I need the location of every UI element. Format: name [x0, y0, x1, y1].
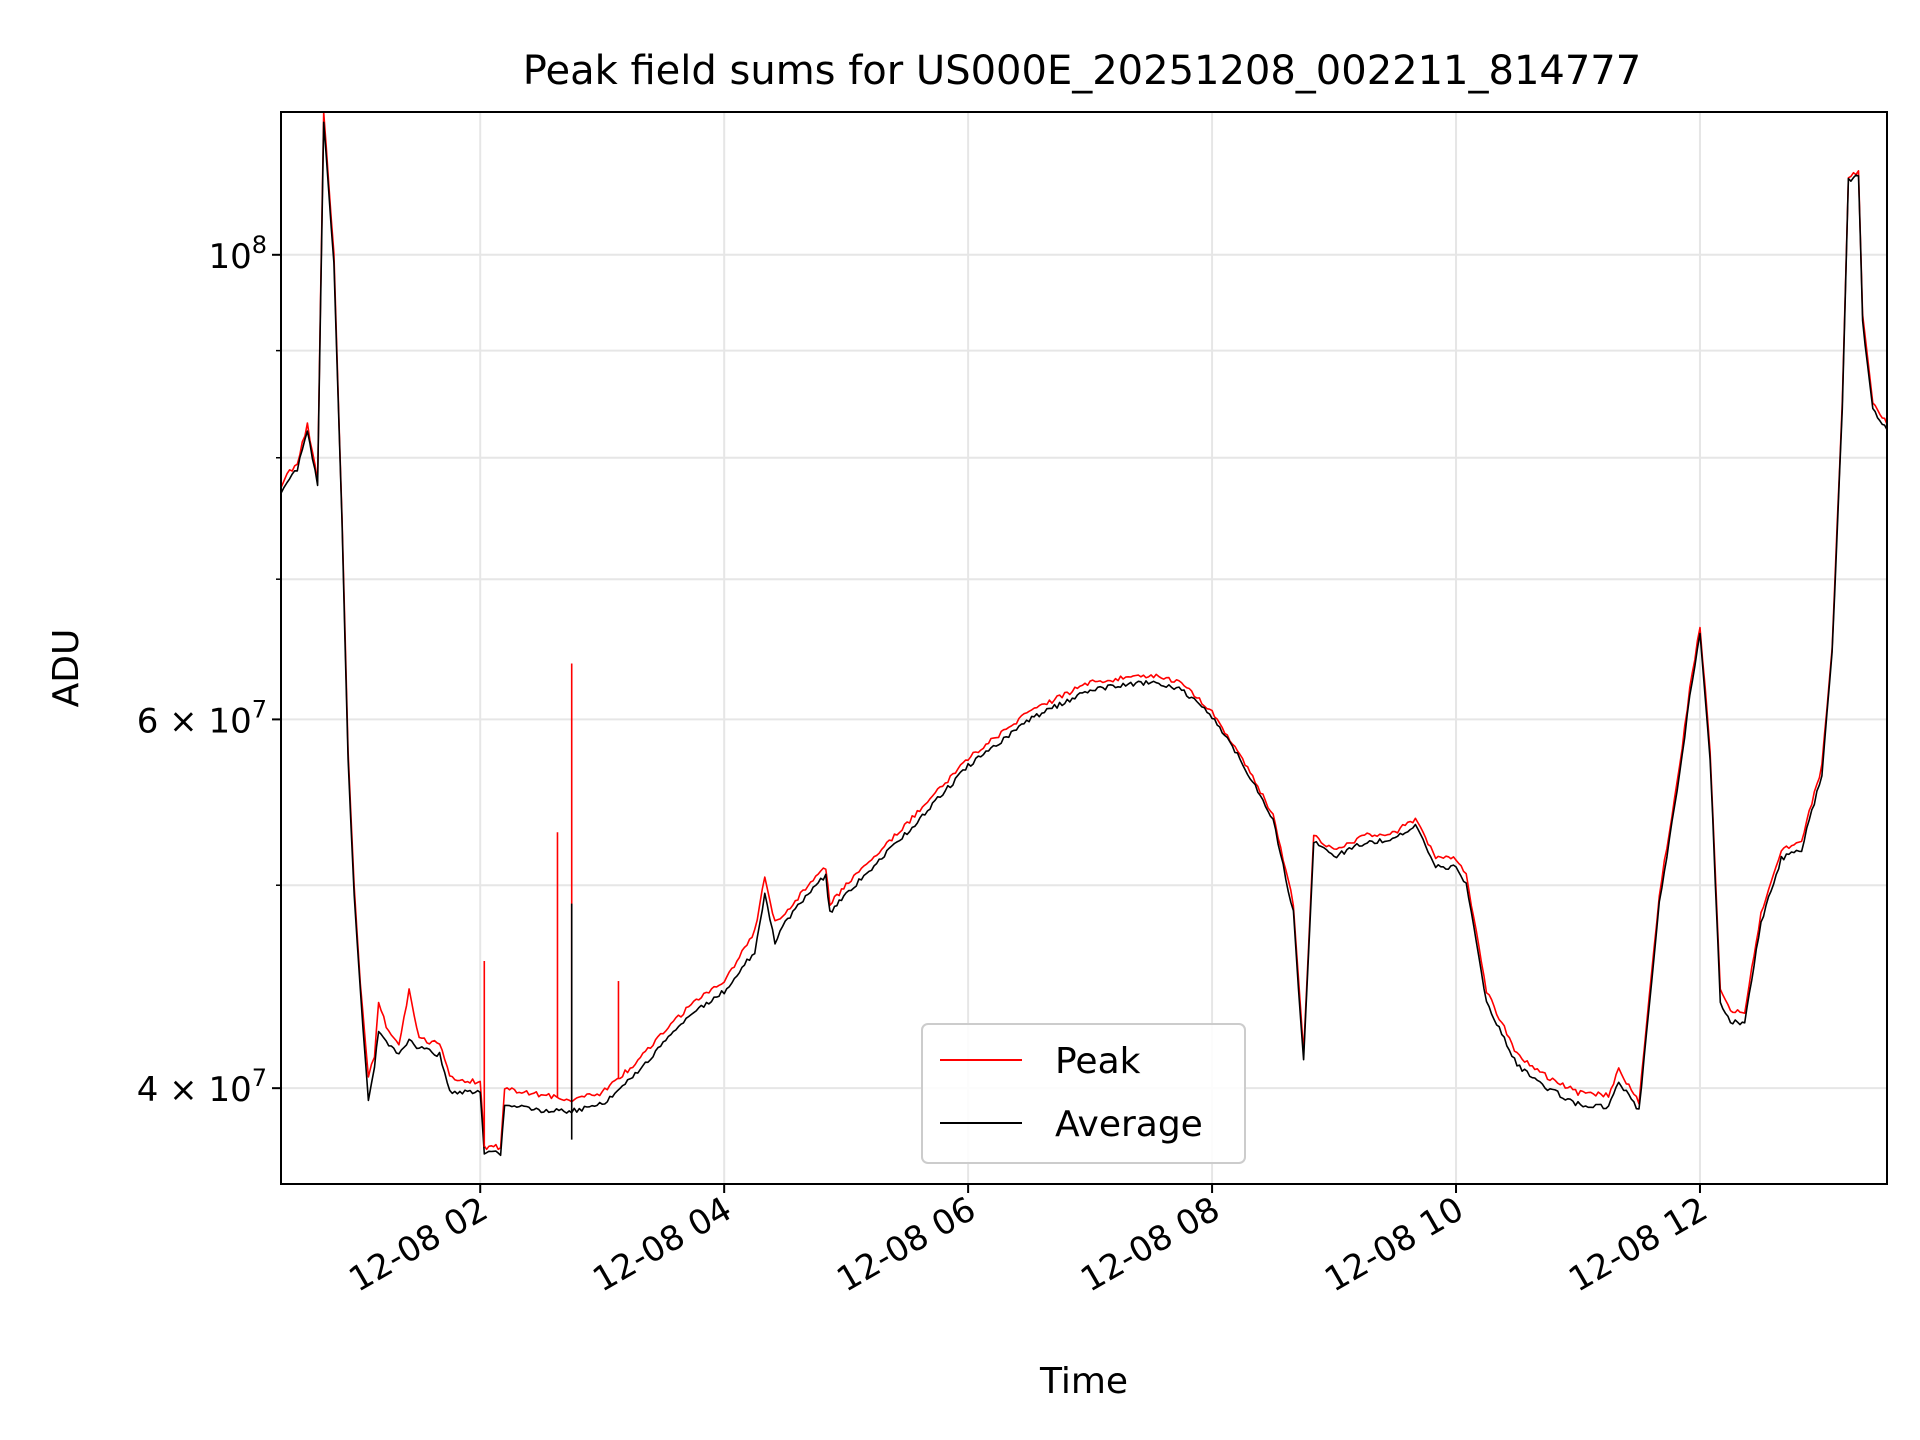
- series-line-average: [281, 121, 1887, 1157]
- y-tick-label: 6 × 107: [137, 695, 267, 741]
- legend-label-peak: Peak: [1055, 1041, 1141, 1082]
- chart-title: Peak field sums for US000E_20251208_0022…: [523, 48, 1641, 94]
- y-tick-label-base: 6 × 10: [137, 701, 252, 741]
- y-tick-label: 108: [208, 231, 267, 277]
- y-tick-label-exponent: 7: [252, 1064, 267, 1092]
- y-axis-label: ADU: [46, 629, 87, 708]
- y-tick-label-base: 10: [208, 237, 251, 277]
- legend: Peak Average: [921, 1023, 1246, 1164]
- y-tick-label-exponent: 8: [252, 231, 267, 259]
- series-layer: [281, 112, 1887, 1157]
- series-line-peak: [281, 112, 1887, 1151]
- plot-area: [281, 112, 1887, 1157]
- plot-frame: [280, 111, 1888, 1185]
- y-tick-label: 4 × 107: [137, 1064, 267, 1110]
- legend-box: [921, 1023, 1246, 1164]
- legend-label-average: Average: [1055, 1104, 1203, 1145]
- x-axis-label: Time: [1039, 1361, 1128, 1402]
- y-tick-label-exponent: 7: [252, 695, 267, 723]
- y-tick-label-base: 4 × 10: [137, 1070, 252, 1110]
